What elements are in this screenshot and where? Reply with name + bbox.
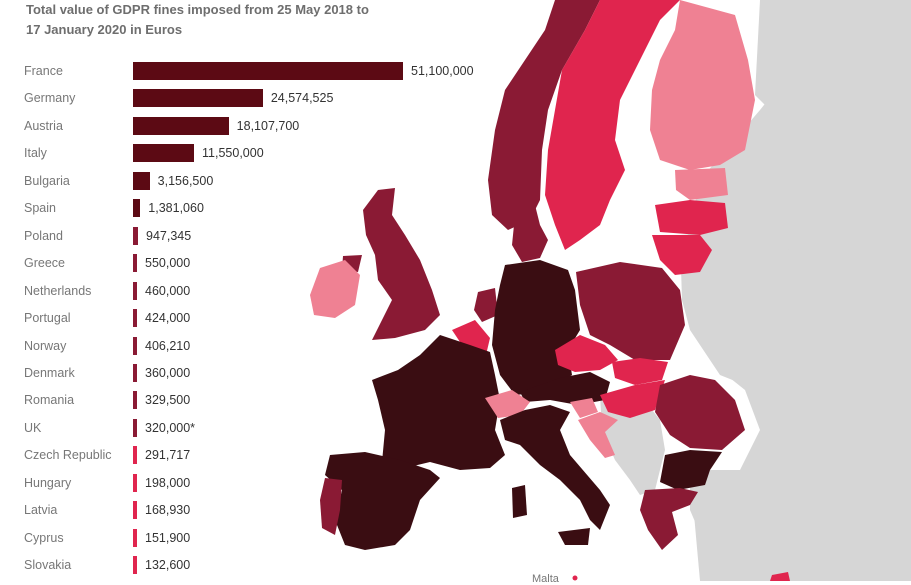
category-label-netherlands: Netherlands (24, 283, 92, 298)
value-label-spain: 1,381,060 (148, 201, 204, 216)
category-label-romania: Romania (24, 393, 75, 408)
bar-netherlands (133, 281, 137, 300)
value-label-portugal: 424,000 (145, 311, 191, 326)
map-uk (363, 188, 440, 340)
map-estonia (675, 168, 728, 200)
value-label-bulgaria: 3,156,500 (157, 173, 214, 188)
bar-norway (133, 336, 137, 355)
category-label-uk: UK (24, 420, 42, 435)
map-czech (555, 335, 618, 372)
value-label-germany: 24,574,525 (270, 91, 334, 106)
category-label-germany: Germany (24, 91, 76, 106)
map-spain (325, 452, 440, 550)
bar-czech-republic (133, 446, 137, 465)
value-label-hungary: 198,000 (145, 475, 191, 490)
map-cyprus (770, 572, 790, 581)
value-label-czech-republic: 291,717 (145, 448, 191, 463)
value-label-france: 51,100,000 (411, 64, 474, 78)
category-label-austria: Austria (24, 118, 63, 133)
chart-title: Total value of GDPR fines imposed from 2… (26, 0, 386, 40)
map-sicily (558, 528, 590, 545)
map-austria (520, 372, 610, 405)
value-label-denmark: 360,000 (145, 365, 191, 380)
bar-spain (133, 199, 141, 218)
map-switzerland (485, 390, 530, 418)
value-label-greece: 550,000 (145, 256, 191, 271)
map-region-belarus-ukraine (680, 230, 840, 420)
bar-germany (133, 89, 263, 108)
category-label-portugal: Portugal (24, 311, 71, 326)
bar-france (133, 62, 403, 80)
chart-title-line-2: 17 January 2020 in Euros (26, 22, 183, 37)
map-sardinia (512, 485, 527, 518)
category-label-bulgaria: Bulgaria (24, 173, 70, 188)
bar-portugal (133, 309, 137, 328)
value-label-uk: 320,000* (145, 420, 196, 435)
map-slovakia (612, 358, 668, 385)
bar-italy (133, 144, 195, 163)
category-label-denmark: Denmark (24, 365, 75, 380)
value-label-romania: 329,500 (145, 393, 191, 408)
map-germany (492, 260, 580, 395)
value-label-austria: 18,107,700 (236, 118, 300, 133)
map-region-turkey (690, 460, 911, 575)
map-hungary (600, 380, 665, 418)
map-bulgaria (660, 450, 722, 490)
category-label-greece: Greece (24, 256, 65, 271)
category-label-spain: Spain (24, 201, 56, 216)
map-malta-dot (572, 575, 578, 581)
map-sweden (545, 0, 680, 250)
category-label-czech-republic: Czech Republic (24, 448, 112, 463)
bar-chart: France 51,100,000 Germany 24,574,525 Austria… (24, 62, 474, 575)
bar-latvia (133, 501, 137, 520)
map-portugal (320, 478, 342, 535)
map-belgium (452, 320, 490, 355)
value-label-latvia: 168,930 (145, 503, 191, 518)
category-label-poland: Poland (24, 228, 63, 243)
category-label-france: France (24, 64, 63, 78)
value-label-italy: 11,550,000 (202, 146, 264, 161)
map-italy (500, 405, 610, 530)
map-denmark (512, 205, 548, 262)
category-label-latvia: Latvia (24, 503, 58, 518)
map-region-russia-north (755, 0, 911, 110)
map-ireland (310, 260, 360, 318)
map-latvia (655, 200, 728, 235)
map-romania (655, 375, 745, 450)
bar-uk (133, 418, 137, 437)
bar-cyprus (133, 528, 137, 547)
category-label-italy: Italy (24, 146, 47, 161)
bar-slovakia (133, 556, 137, 575)
bar-hungary (133, 473, 137, 492)
map-label-malta: Malta (532, 573, 559, 585)
bar-austria (133, 116, 229, 135)
bar-bulgaria (133, 171, 150, 190)
map-netherlands (474, 288, 498, 322)
map-croatia (578, 412, 618, 458)
value-label-cyprus: 151,900 (145, 530, 191, 545)
category-label-slovakia: Slovakia (24, 558, 72, 573)
category-label-norway: Norway (24, 338, 67, 353)
map-france (372, 335, 505, 470)
bar-denmark (133, 363, 137, 382)
bar-greece (133, 254, 137, 273)
category-label-cyprus: Cyprus (24, 530, 64, 545)
map-lithuania (652, 235, 712, 275)
bar-romania (133, 391, 137, 410)
value-label-poland: 947,345 (146, 228, 192, 243)
map-finland (650, 0, 755, 170)
value-label-slovakia: 132,600 (145, 558, 191, 573)
map-greece (640, 488, 698, 550)
bar-poland (133, 226, 138, 245)
value-label-netherlands: 460,000 (145, 283, 191, 298)
chart-title-line-1: Total value of GDPR fines imposed from 2… (26, 2, 369, 17)
map-poland (576, 262, 685, 360)
map-norway (488, 0, 600, 230)
map-slovenia (570, 398, 598, 418)
value-label-norway: 406,210 (145, 338, 191, 353)
category-label-hungary: Hungary (24, 475, 72, 490)
